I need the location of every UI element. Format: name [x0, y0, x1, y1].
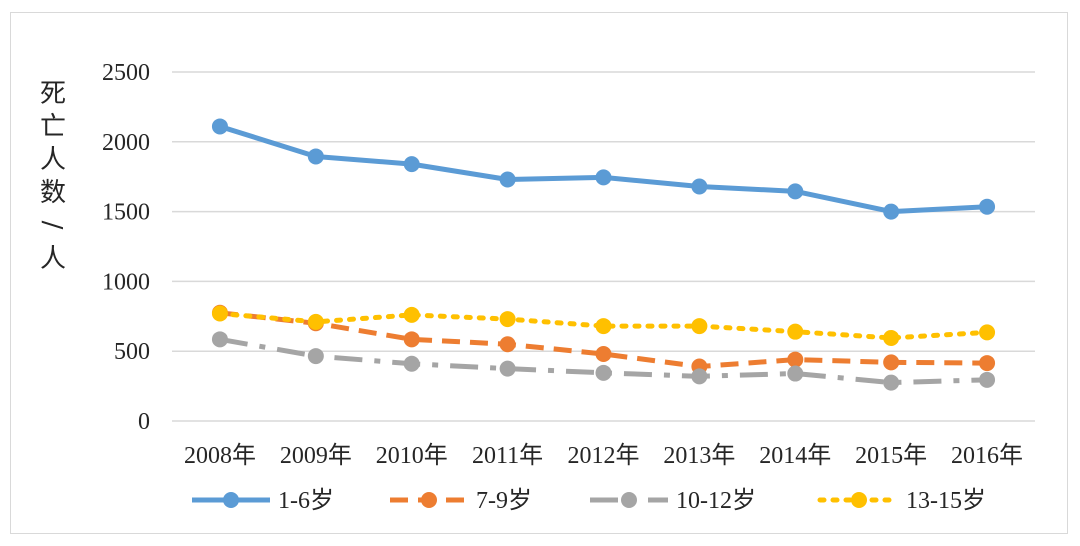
y-tick-label-0: 0 — [138, 409, 150, 435]
series-4-point-8 — [883, 329, 900, 346]
series-3-point-7 — [787, 365, 804, 382]
series-1-point-7 — [787, 183, 804, 200]
series-2-point-5 — [595, 345, 612, 362]
y-axis-label-char-5: / — [37, 221, 67, 230]
series-3-point-8 — [883, 374, 900, 391]
series-3-point-1 — [211, 331, 228, 348]
legend-item-4: 13-15岁 — [817, 487, 986, 514]
series-3-point-9 — [979, 371, 996, 388]
legend-swatch-marker-4 — [851, 492, 867, 508]
x-tick-label-9: 2016年 — [951, 442, 1023, 469]
x-tick-label-7: 2014年 — [759, 442, 831, 469]
legend: 1-6岁 7-9岁 10-12岁 13-15岁 — [192, 487, 986, 514]
x-tick-label-2: 2009年 — [280, 442, 352, 469]
series-3-point-3 — [403, 355, 420, 372]
y-axis-label-char-2: 亡 — [40, 112, 66, 142]
x-tick-label-1: 2008年 — [184, 442, 256, 469]
series-3 — [211, 331, 996, 391]
y-axis-label-char-1: 死 — [40, 79, 66, 109]
series-2 — [211, 304, 996, 375]
legend-swatch-marker-1 — [223, 492, 239, 508]
y-axis-label-char-6: 人 — [40, 244, 66, 274]
series-3-point-6 — [691, 368, 708, 385]
y-tick-label-1000: 1000 — [102, 269, 150, 295]
series-1-point-5 — [595, 169, 612, 186]
legend-item-3: 10-12岁 — [590, 487, 756, 514]
series-4-point-2 — [307, 313, 324, 330]
x-tick-label-5: 2012年 — [568, 442, 640, 469]
legend-item-2: 7-9岁 — [390, 487, 532, 514]
series-1-point-8 — [883, 203, 900, 220]
chart-frame — [10, 12, 1068, 534]
y-tick-label-1500: 1500 — [102, 200, 150, 226]
series-1-point-4 — [499, 171, 516, 188]
series-4-point-1 — [211, 305, 228, 322]
series-3-point-4 — [499, 360, 516, 377]
series-2-point-9 — [979, 355, 996, 372]
legend-label-3: 10-12岁 — [676, 487, 756, 514]
series-3-point-5 — [595, 364, 612, 381]
series-4-point-9 — [979, 324, 996, 341]
legend-swatch-marker-2 — [421, 492, 437, 508]
series-3-line — [219, 336, 988, 386]
y-axis-label-char-4: 数 — [40, 178, 66, 208]
series-1-point-6 — [691, 178, 708, 195]
y-tick-label-500: 500 — [114, 339, 150, 365]
series-1-point-1 — [211, 118, 228, 135]
legend-label-1: 1-6岁 — [278, 487, 334, 514]
y-axis-label-char-3: 人 — [40, 145, 66, 175]
series-4-point-3 — [403, 306, 420, 323]
series-1-point-9 — [979, 198, 996, 215]
x-tick-label-3: 2010年 — [376, 442, 448, 469]
legend-swatch-marker-3 — [621, 492, 637, 508]
x-tick-label-8: 2015年 — [855, 442, 927, 469]
series-2-point-7 — [787, 351, 804, 368]
series-4-line — [217, 311, 990, 341]
series-1 — [211, 118, 996, 220]
legend-label-4: 13-15岁 — [906, 487, 986, 514]
x-axis-ticks: 2008年 2009年 2010年 2011年 2012年 2013年 2014年 2015年… — [184, 442, 1023, 469]
series-4 — [211, 305, 996, 346]
series-4-point-6 — [691, 318, 708, 335]
legend-item-1: 1-6岁 — [192, 487, 334, 514]
y-axis-ticks: 0 500 1000 1500 2000 2500 — [102, 60, 150, 435]
legend-label-2: 7-9岁 — [476, 487, 532, 514]
series-1-point-3 — [403, 156, 420, 173]
x-tick-label-4: 2011年 — [472, 442, 543, 469]
series-2-point-3 — [403, 331, 420, 348]
series-3-point-2 — [307, 348, 324, 365]
x-tick-label-6: 2013年 — [663, 442, 735, 469]
series-4-point-7 — [787, 323, 804, 340]
series-4-point-5 — [595, 318, 612, 335]
y-tick-label-2500: 2500 — [102, 60, 150, 86]
series-2-line — [219, 310, 988, 370]
series-4-point-4 — [499, 311, 516, 328]
series-2-point-8 — [883, 354, 900, 371]
series-2-point-4 — [499, 336, 516, 353]
series-group — [211, 118, 996, 391]
series-1-point-2 — [307, 148, 324, 165]
y-tick-label-2000: 2000 — [102, 130, 150, 156]
series-1-line — [219, 124, 988, 215]
